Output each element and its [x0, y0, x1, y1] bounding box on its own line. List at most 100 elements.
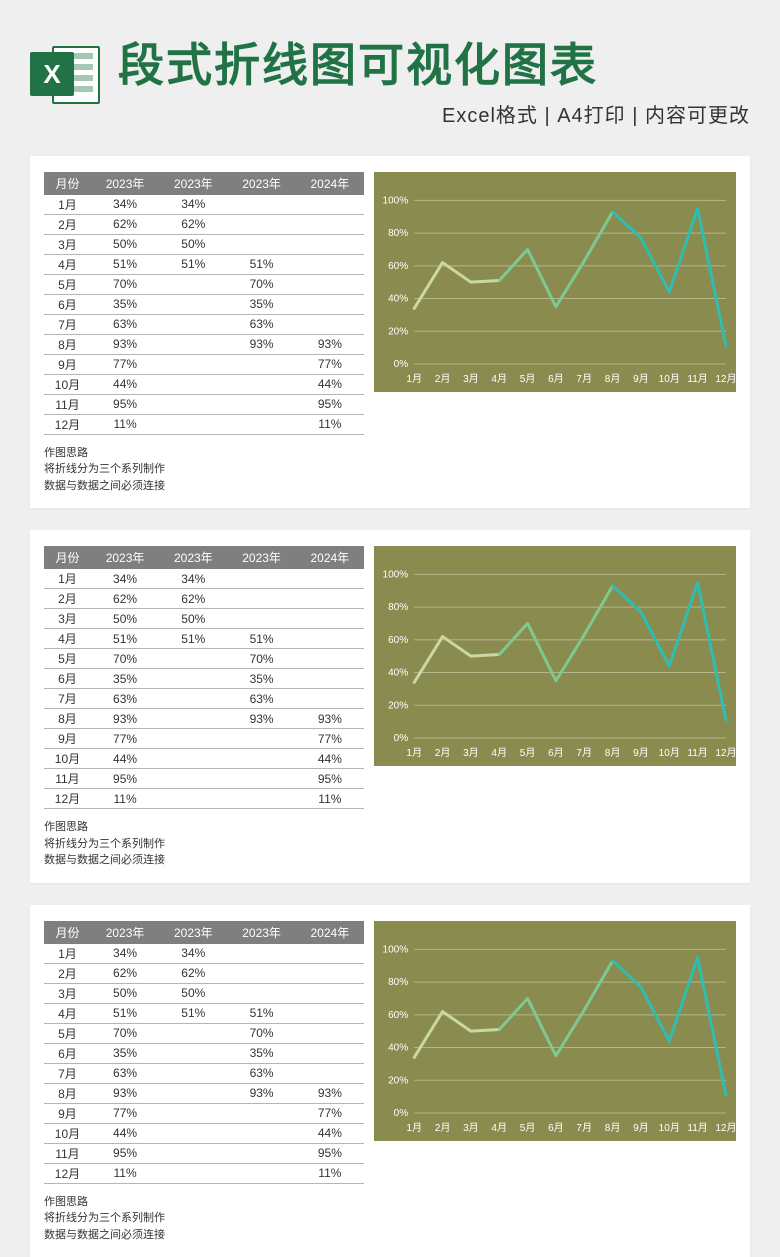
- table-cell: [159, 394, 227, 414]
- table-row: 10月44%44%: [44, 749, 364, 769]
- table-cell: [159, 689, 227, 709]
- table-cell: 7月: [44, 1063, 91, 1083]
- table-cell: [296, 1063, 364, 1083]
- table-cell: [296, 254, 364, 274]
- table-cell: 34%: [91, 944, 159, 964]
- svg-text:7月: 7月: [576, 747, 592, 759]
- table-cell: 51%: [91, 629, 159, 649]
- table-cell: 2月: [44, 589, 91, 609]
- table-cell: [159, 354, 227, 374]
- line-chart: 0%20%40%60%80%100%1月2月3月4月5月6月7月8月9月10月1…: [374, 172, 736, 392]
- svg-text:3月: 3月: [463, 1122, 479, 1134]
- svg-text:8月: 8月: [605, 373, 621, 385]
- table-cell: 51%: [227, 629, 295, 649]
- table-cell: 3月: [44, 609, 91, 629]
- table-cell: [159, 749, 227, 769]
- table-cell: 77%: [296, 1103, 364, 1123]
- svg-text:5月: 5月: [520, 1122, 536, 1134]
- table-cell: 63%: [227, 1063, 295, 1083]
- svg-text:1月: 1月: [406, 1122, 422, 1134]
- svg-text:11月: 11月: [687, 747, 707, 759]
- note-line: 作图思路: [44, 819, 736, 836]
- table-row: 11月95%95%: [44, 1143, 364, 1163]
- table-cell: 11月: [44, 394, 91, 414]
- chart-notes: 作图思路将折线分为三个系列制作数据与数据之间必须连接: [44, 1194, 736, 1244]
- table-cell: 4月: [44, 629, 91, 649]
- table-header-cell: 2023年: [159, 921, 227, 944]
- table-row: 1月34%34%: [44, 944, 364, 964]
- svg-text:60%: 60%: [388, 635, 408, 646]
- table-cell: 44%: [91, 749, 159, 769]
- table-cell: 9月: [44, 729, 91, 749]
- table-cell: [296, 274, 364, 294]
- table-cell: 70%: [227, 649, 295, 669]
- table-row: 2月62%62%: [44, 963, 364, 983]
- table-cell: [227, 1123, 295, 1143]
- table-cell: [296, 1003, 364, 1023]
- svg-text:12月: 12月: [715, 1122, 736, 1134]
- table-cell: 51%: [159, 254, 227, 274]
- table-cell: 51%: [159, 1003, 227, 1023]
- table-cell: 34%: [159, 195, 227, 215]
- note-line: 作图思路: [44, 1194, 736, 1211]
- svg-text:80%: 80%: [388, 602, 408, 613]
- table-cell: [227, 589, 295, 609]
- table-cell: [296, 294, 364, 314]
- table-row: 6月35%35%: [44, 669, 364, 689]
- table-cell: 11%: [296, 414, 364, 434]
- table-cell: 8月: [44, 334, 91, 354]
- table-cell: 1月: [44, 944, 91, 964]
- svg-text:0%: 0%: [394, 1108, 409, 1119]
- data-table: 月份2023年2023年2023年2024年1月34%34%2月62%62%3月…: [44, 921, 364, 1184]
- svg-text:6月: 6月: [548, 747, 564, 759]
- table-cell: 4月: [44, 254, 91, 274]
- table-cell: 95%: [296, 1143, 364, 1163]
- table-row: 3月50%50%: [44, 983, 364, 1003]
- table-cell: 7月: [44, 689, 91, 709]
- table-row: 5月70%70%: [44, 1023, 364, 1043]
- svg-text:6月: 6月: [548, 373, 564, 385]
- table-cell: [159, 1043, 227, 1063]
- note-line: 将折线分为三个系列制作: [44, 461, 736, 478]
- table-cell: 6月: [44, 669, 91, 689]
- svg-text:40%: 40%: [388, 293, 408, 304]
- table-header-cell: 月份: [44, 172, 91, 195]
- table-row: 6月35%35%: [44, 1043, 364, 1063]
- table-cell: 62%: [159, 214, 227, 234]
- data-table: 月份2023年2023年2023年2024年1月34%34%2月62%62%3月…: [44, 546, 364, 809]
- table-cell: 11%: [91, 1163, 159, 1183]
- table-row: 12月11%11%: [44, 1163, 364, 1183]
- table-cell: 70%: [91, 649, 159, 669]
- svg-text:11月: 11月: [687, 1122, 707, 1134]
- table-cell: 93%: [296, 1083, 364, 1103]
- table-cell: 10月: [44, 374, 91, 394]
- table-cell: [296, 983, 364, 1003]
- table-cell: 93%: [91, 1083, 159, 1103]
- svg-text:1月: 1月: [406, 747, 422, 759]
- table-cell: 70%: [227, 1023, 295, 1043]
- svg-text:2月: 2月: [435, 1122, 451, 1134]
- table-cell: [296, 214, 364, 234]
- table-cell: [227, 1103, 295, 1123]
- svg-text:2月: 2月: [435, 747, 451, 759]
- table-cell: [227, 983, 295, 1003]
- table-header-cell: 2023年: [91, 172, 159, 195]
- table-cell: [159, 649, 227, 669]
- table-cell: 4月: [44, 1003, 91, 1023]
- table-cell: 34%: [91, 569, 159, 589]
- data-table: 月份2023年2023年2023年2024年1月34%34%2月62%62%3月…: [44, 172, 364, 435]
- table-row: 11月95%95%: [44, 769, 364, 789]
- table-cell: 12月: [44, 1163, 91, 1183]
- svg-text:100%: 100%: [382, 944, 408, 955]
- table-row: 9月77%77%: [44, 729, 364, 749]
- table-cell: 77%: [91, 1103, 159, 1123]
- svg-text:9月: 9月: [633, 747, 649, 759]
- note-line: 作图思路: [44, 445, 736, 462]
- svg-text:8月: 8月: [605, 747, 621, 759]
- table-cell: [159, 1163, 227, 1183]
- table-cell: 3月: [44, 983, 91, 1003]
- table-cell: [227, 234, 295, 254]
- table-row: 3月50%50%: [44, 609, 364, 629]
- table-cell: 93%: [227, 334, 295, 354]
- table-row: 4月51%51%51%: [44, 629, 364, 649]
